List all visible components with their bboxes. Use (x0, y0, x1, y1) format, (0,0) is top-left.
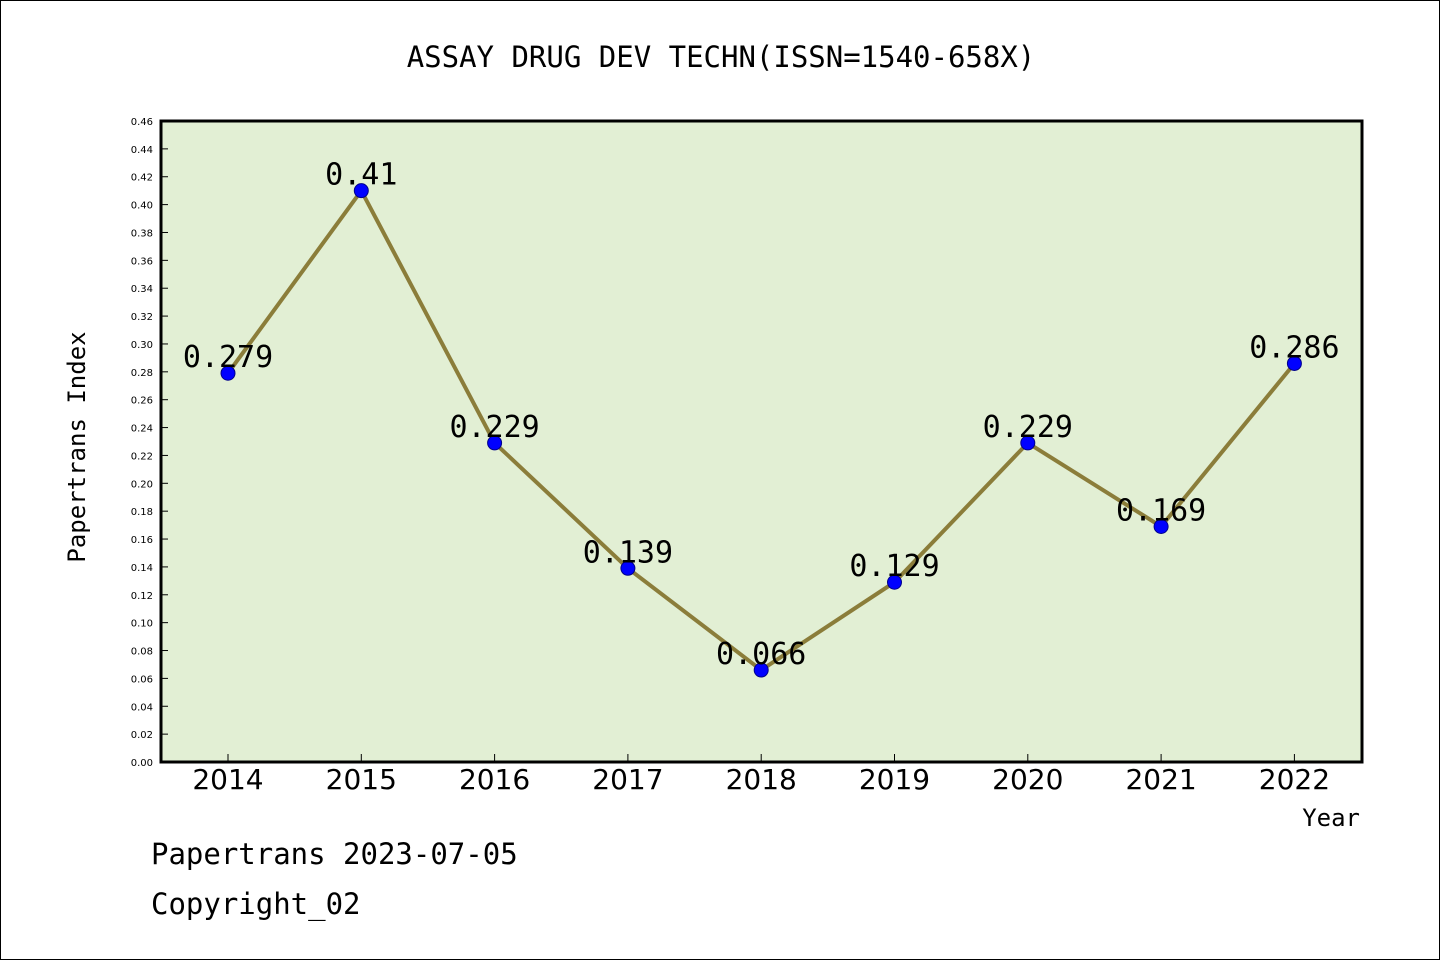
y-tick-label: 0.46 (131, 117, 153, 128)
data-label: 0.279 (183, 340, 273, 375)
x-axis-ticks: 2014 2015 2016 2017 2018 2019 2020 2021 2022 (192, 754, 1330, 796)
x-tick-label: 2017 (592, 763, 663, 796)
footer-copyright: Copyright_02 (151, 887, 361, 922)
chart-title: ASSAY DRUG DEV TECHN(ISSN=1540-658X) (407, 40, 1036, 74)
y-tick-label: 0.08 (131, 647, 153, 658)
data-labels: 0.279 0.41 0.229 0.139 0.066 0.129 0.229 0.169 0… (183, 158, 1340, 672)
y-tick-label: 0.14 (131, 563, 153, 574)
y-tick-label: 0.16 (131, 535, 153, 546)
data-label: 0.229 (983, 410, 1073, 445)
data-label: 0.066 (716, 637, 806, 672)
y-tick-label: 0.06 (131, 674, 153, 685)
y-tick-label: 0.38 (131, 228, 153, 239)
x-tick-label: 2020 (992, 763, 1063, 796)
data-label: 0.286 (1249, 330, 1339, 365)
x-tick-label: 2022 (1259, 763, 1330, 796)
y-tick-label: 0.02 (131, 730, 153, 741)
y-tick-label: 0.20 (131, 479, 153, 490)
x-tick-label: 2019 (859, 763, 930, 796)
y-tick-label: 0.42 (131, 173, 153, 184)
y-tick-label: 0.24 (131, 424, 153, 435)
y-tick-label: 0.10 (131, 619, 153, 630)
x-tick-label: 2014 (192, 763, 263, 796)
data-point (887, 574, 902, 590)
data-label: 0.169 (1116, 494, 1206, 529)
y-tick-label: 0.34 (131, 284, 153, 295)
data-label: 0.229 (449, 410, 539, 445)
y-tick-label: 0.40 (131, 201, 153, 212)
x-tick-label: 2015 (326, 763, 397, 796)
y-tick-label: 0.12 (131, 591, 153, 602)
data-point (1020, 435, 1036, 451)
footer-date: Papertrans 2023-07-05 (151, 837, 518, 871)
data-point (353, 183, 369, 199)
y-tick-label: 0.30 (131, 340, 153, 351)
data-point (1153, 519, 1169, 535)
data-point (753, 662, 769, 678)
data-point (620, 560, 636, 576)
y-tick-label: 0.18 (131, 507, 153, 518)
plot-area (159, 119, 1364, 764)
x-tick-label: 2016 (459, 763, 530, 796)
x-tick-label: 2021 (1125, 763, 1196, 796)
x-tick-label: 2018 (726, 763, 797, 796)
y-tick-label: 0.26 (131, 396, 153, 407)
y-tick-label: 0.36 (131, 256, 153, 267)
x-axis-label: Year (1302, 804, 1360, 832)
data-label: 0.139 (583, 535, 673, 570)
y-tick-label: 0.44 (131, 145, 153, 156)
data-point (487, 435, 503, 451)
data-label: 0.41 (325, 158, 397, 193)
data-label: 0.129 (849, 549, 939, 584)
data-point (220, 365, 236, 381)
data-point (1286, 355, 1302, 371)
y-tick-label: 0.22 (131, 451, 153, 462)
y-tick-label: 0.00 (131, 758, 153, 769)
y-tick-label: 0.28 (131, 368, 153, 379)
y-tick-label: 0.32 (131, 312, 153, 323)
y-tick-label: 0.04 (131, 702, 153, 713)
data-markers (220, 183, 1302, 678)
y-axis-label: Papertrans Index (63, 331, 91, 562)
y-axis-ticks: 0.00 0.02 0.04 0.06 0.08 0.10 0.12 0.14 0.16 0.18… (131, 117, 168, 769)
